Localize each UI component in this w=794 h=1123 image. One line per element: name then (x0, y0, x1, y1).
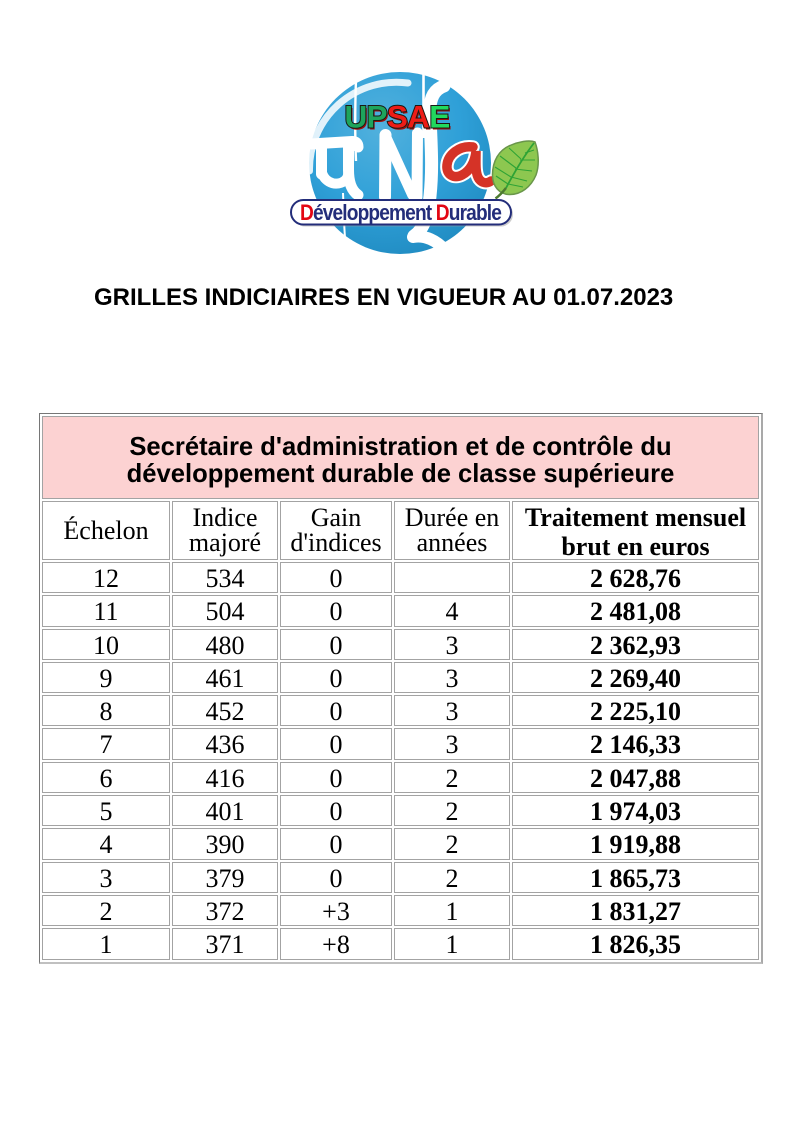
svg-text:UPSAE: UPSAE (345, 99, 450, 135)
svg-text:Développement Durable: Développement Durable (300, 201, 501, 226)
svg-text:UPSAE: UPSAE (345, 99, 450, 135)
svg-text:UPSAE: UPSAE (346, 101, 451, 137)
